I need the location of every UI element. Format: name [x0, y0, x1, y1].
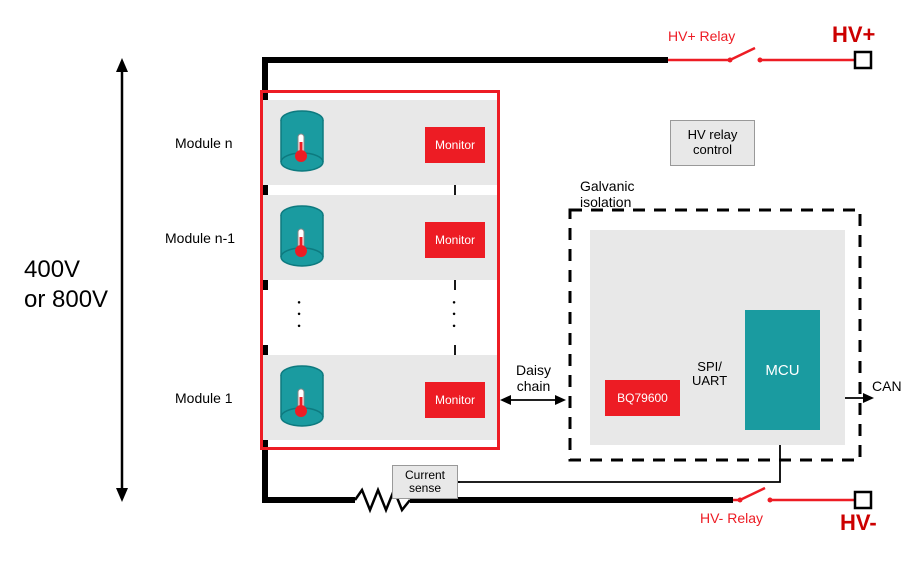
can-label: CAN	[872, 378, 902, 394]
hv-minus-terminal	[855, 492, 871, 508]
voltage-line1: 400V	[24, 255, 108, 285]
galvanic-isolation-label: Galvanic isolation	[580, 178, 634, 210]
ellipsis-dots-monitor: ● ● ●	[451, 300, 457, 331]
voltage-label: 400V or 800V	[24, 255, 108, 315]
hv-minus-relay-label: HV- Relay	[700, 510, 763, 526]
galvanic-line1: Galvanic	[580, 178, 634, 194]
module-label-0: Module n	[175, 135, 233, 151]
hv-relay-control-line2: control	[693, 143, 732, 158]
voltage-line2: or 800V	[24, 285, 108, 315]
monitor-1: Monitor	[425, 222, 485, 258]
monitor-2: Monitor	[425, 382, 485, 418]
spi-uart-line1: SPI/	[692, 360, 727, 374]
galvanic-line2: isolation	[580, 194, 634, 210]
battery-cell-2	[278, 365, 326, 435]
hv-minus-label: HV-	[840, 510, 877, 536]
hv-relay-control-line1: HV relay	[688, 128, 738, 143]
hv-plus-relay-arm	[730, 48, 755, 60]
hv-plus-terminal	[855, 52, 871, 68]
battery-cell-0	[278, 110, 326, 180]
hv-relay-control-box: HV relay control	[670, 120, 755, 166]
daisy-chain-to-iso-arrow	[500, 395, 566, 405]
bq79600-chip: BQ79600	[605, 380, 680, 416]
spi-uart-line2: UART	[692, 374, 727, 388]
hv-plus-node-a	[728, 58, 733, 63]
daisy-chain-line1: Daisy	[516, 362, 551, 378]
spi-uart-label: SPI/ UART	[692, 360, 727, 389]
mcu-block: MCU	[745, 310, 820, 430]
module-label-1: Module n-1	[165, 230, 235, 246]
hv-plus-label: HV+	[832, 22, 875, 48]
hv-plus-relay-label: HV+ Relay	[668, 28, 735, 44]
monitor-0: Monitor	[425, 127, 485, 163]
current-sense-line2: sense	[409, 482, 441, 495]
daisy-chain-label: Daisy chain	[516, 362, 551, 394]
module-label-2: Module 1	[175, 390, 233, 406]
current-sense-box: Current sense	[392, 465, 458, 499]
ellipsis-dots-cell: ● ● ●	[296, 300, 302, 331]
battery-cell-1	[278, 205, 326, 275]
hv-minus-relay-arm	[740, 488, 765, 500]
daisy-chain-line2: chain	[516, 378, 551, 394]
voltage-arrow-head-bottom	[116, 488, 128, 502]
voltage-arrow-head-top	[116, 58, 128, 72]
